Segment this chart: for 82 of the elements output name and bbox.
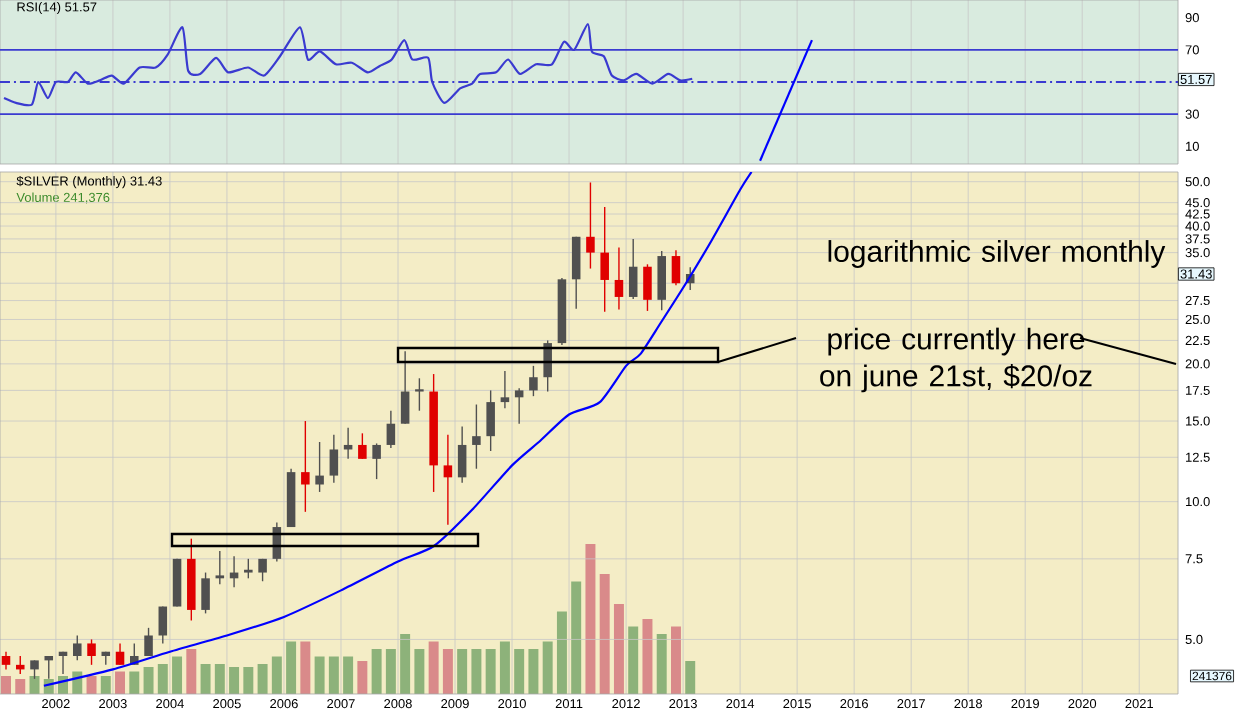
candlestick: [643, 263, 652, 312]
bar: [400, 634, 411, 694]
candlestick: [172, 558, 182, 608]
bar: [143, 667, 154, 694]
bar: [599, 574, 610, 694]
candlestick: [372, 442, 381, 480]
bar: [499, 641, 510, 694]
bar: [628, 626, 639, 694]
bar: [200, 664, 211, 694]
candlestick: [215, 550, 225, 585]
bar: [457, 649, 468, 694]
bar: [371, 649, 382, 694]
bar: [314, 656, 325, 694]
candlestick: [500, 370, 510, 409]
bar: [357, 661, 368, 694]
bar: [471, 649, 482, 694]
bar: [115, 671, 126, 694]
candlestick: [457, 425, 467, 484]
bar: [328, 656, 339, 694]
candlestick: [144, 627, 153, 657]
bar: [642, 619, 653, 694]
bar: [229, 667, 240, 694]
bar: [428, 641, 439, 694]
candlestick: [201, 571, 210, 615]
bar: [343, 656, 354, 694]
bar: [514, 649, 525, 694]
bar: [172, 656, 183, 694]
bar: [528, 649, 539, 694]
candlestick: [614, 246, 624, 311]
candlestick: [657, 250, 666, 311]
bar: [542, 641, 553, 694]
bar: [186, 649, 197, 694]
bar: [571, 581, 582, 694]
candlestick: [87, 638, 96, 666]
bar: [414, 649, 425, 694]
annotation: logarithmic silver monthly: [828, 240, 1166, 268]
bar: [485, 649, 496, 694]
candlestick: [543, 339, 552, 393]
candlestick: [586, 181, 595, 270]
candlestick: [514, 387, 524, 425]
candlestick: [400, 350, 410, 425]
bar: [86, 676, 97, 694]
bar: [257, 664, 268, 694]
candlestick: [600, 206, 609, 313]
bar: [385, 649, 396, 694]
bar: [442, 649, 453, 694]
candlestick: [671, 249, 681, 286]
bar: [15, 679, 26, 694]
candlestick: [571, 236, 581, 310]
candlestick: [44, 655, 54, 680]
bar: [670, 626, 681, 694]
bar: [556, 611, 567, 694]
candlestick: [529, 365, 538, 397]
bar: [271, 656, 282, 694]
candlestick: [486, 389, 495, 452]
bar: [157, 664, 168, 694]
bar: [685, 661, 696, 694]
bar: [300, 641, 311, 694]
candlestick: [386, 410, 396, 449]
bar: [286, 641, 297, 694]
bar: [100, 676, 111, 694]
bar: [243, 667, 254, 694]
annotation: price currently here on june 21st, $20/oz: [820, 327, 1092, 393]
candlestick: [329, 434, 339, 484]
bar: [214, 664, 225, 694]
candlestick: [72, 634, 82, 662]
candlestick: [443, 434, 453, 526]
bar: [1, 676, 11, 694]
candlestick: [244, 558, 253, 580]
bar: [585, 544, 596, 694]
candlestick: [115, 642, 125, 666]
candlestick: [301, 420, 310, 513]
candlestick: [628, 238, 638, 300]
bar: [129, 671, 140, 694]
bar: [656, 634, 667, 694]
candlestick: [358, 432, 367, 460]
candlestick: [158, 605, 168, 645]
candlestick: [472, 403, 481, 470]
candlestick: [415, 377, 424, 412]
bar: [613, 604, 624, 694]
candlestick: [15, 655, 25, 675]
candlestick: [315, 441, 324, 493]
